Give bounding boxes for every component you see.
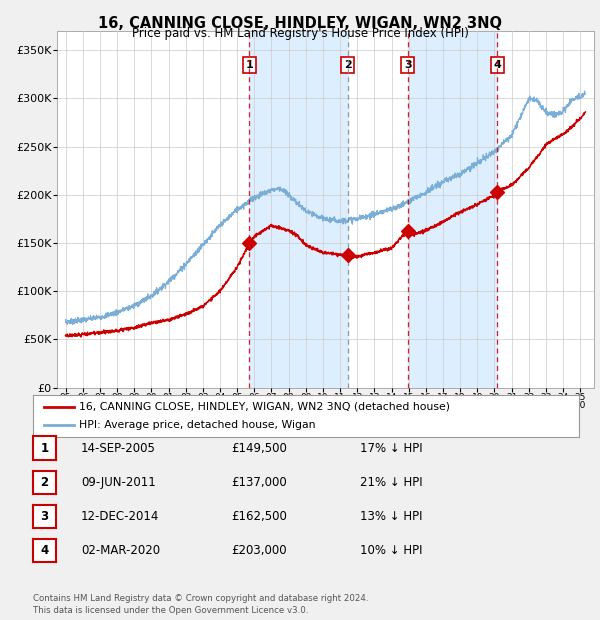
Point: [343, 250, 352, 260]
Point: [245, 239, 254, 249]
Text: 2: 2: [344, 60, 352, 70]
Text: 12-DEC-2014: 12-DEC-2014: [81, 510, 160, 523]
Point: [493, 187, 502, 197]
Text: 09-JUN-2011: 09-JUN-2011: [81, 476, 156, 489]
Text: 13% ↓ HPI: 13% ↓ HPI: [360, 510, 422, 523]
Text: 3: 3: [404, 60, 412, 70]
Text: Contains HM Land Registry data © Crown copyright and database right 2024.
This d: Contains HM Land Registry data © Crown c…: [33, 594, 368, 615]
Text: 4: 4: [493, 60, 502, 70]
Text: 3: 3: [40, 510, 49, 523]
Text: 1: 1: [40, 442, 49, 454]
Text: 1: 1: [245, 60, 253, 70]
Text: £203,000: £203,000: [231, 544, 287, 557]
Text: 02-MAR-2020: 02-MAR-2020: [81, 544, 160, 557]
Text: 10% ↓ HPI: 10% ↓ HPI: [360, 544, 422, 557]
Bar: [408, 31, 497, 388]
Text: HPI: Average price, detached house, Wigan: HPI: Average price, detached house, Wiga…: [79, 420, 316, 430]
Text: 4: 4: [40, 544, 49, 557]
Text: 14-SEP-2005: 14-SEP-2005: [81, 442, 156, 454]
Point: [403, 226, 413, 236]
Text: 2: 2: [40, 476, 49, 489]
Bar: [250, 31, 347, 388]
Text: £162,500: £162,500: [231, 510, 287, 523]
Text: 16, CANNING CLOSE, HINDLEY, WIGAN, WN2 3NQ: 16, CANNING CLOSE, HINDLEY, WIGAN, WN2 3…: [98, 16, 502, 30]
Text: £137,000: £137,000: [231, 476, 287, 489]
Text: 16, CANNING CLOSE, HINDLEY, WIGAN, WN2 3NQ (detached house): 16, CANNING CLOSE, HINDLEY, WIGAN, WN2 3…: [79, 402, 451, 412]
Text: 17% ↓ HPI: 17% ↓ HPI: [360, 442, 422, 454]
Text: 21% ↓ HPI: 21% ↓ HPI: [360, 476, 422, 489]
Text: £149,500: £149,500: [231, 442, 287, 454]
Text: Price paid vs. HM Land Registry's House Price Index (HPI): Price paid vs. HM Land Registry's House …: [131, 27, 469, 40]
